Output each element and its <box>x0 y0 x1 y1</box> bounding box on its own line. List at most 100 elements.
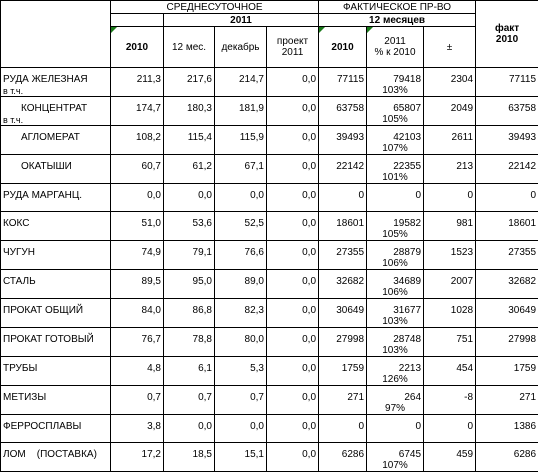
value-cell: 108,2 <box>111 126 164 155</box>
value-cell: 61,2 <box>164 155 215 184</box>
value-cell: 213 <box>424 155 476 184</box>
cell-value: 0 <box>358 190 364 201</box>
cell-value: 0,7 <box>250 392 264 403</box>
cell-percent: 106% <box>369 287 421 298</box>
cell-value: 0,0 <box>302 276 316 287</box>
value-cell: 1759 <box>476 357 538 386</box>
row-name-cell: АГЛОМЕРАТ <box>1 126 111 155</box>
cell-value: 32682 <box>336 276 364 287</box>
cell-value: 211,3 <box>137 74 161 85</box>
cell-value: 0,0 <box>302 161 316 172</box>
cell-value: 0 <box>415 421 421 432</box>
row-name: АГЛОМЕРАТ <box>3 132 80 143</box>
value-cell: 751 <box>424 328 476 357</box>
value-cell: 84,0 <box>111 299 164 328</box>
value-cell: 79,1 <box>164 241 215 270</box>
value-cell: 0,0 <box>267 212 319 241</box>
cell-percent: 103% <box>369 85 421 96</box>
row-name-cell: ФЕРРОСПЛАВЫ <box>1 415 111 443</box>
cell-value: 27998 <box>508 334 536 345</box>
row-name: ЧУГУН <box>3 247 35 258</box>
cell-percent: 101% <box>369 172 421 183</box>
cell-value: 32682 <box>508 276 536 287</box>
row-name-cell: ПРОКАТ ГОТОВЫЙ <box>1 328 111 357</box>
cell-value: 51,0 <box>142 218 161 229</box>
column-header: 12 мес. <box>164 27 215 68</box>
cell-value: 27355 <box>336 247 364 258</box>
cell-value: 751 <box>456 334 473 345</box>
value-cell: 0 <box>424 415 476 443</box>
value-cell: 27355 <box>476 241 538 270</box>
cell-value: 65807 <box>393 103 421 114</box>
row-name: МЕТИЗЫ <box>3 392 46 403</box>
value-cell: 0 <box>319 184 367 212</box>
value-cell: 0 <box>424 184 476 212</box>
value-cell: 6,1 <box>164 357 215 386</box>
cell-value: 108,2 <box>136 132 161 143</box>
cell-value: 63758 <box>508 103 536 114</box>
value-cell: 271 <box>476 386 538 415</box>
value-cell: 0,0 <box>267 68 319 97</box>
row-name: ОКАТЫШИ <box>3 161 72 172</box>
value-cell: 0,0 <box>267 241 319 270</box>
value-cell: 6286 <box>476 443 538 472</box>
value-cell: 0,0 <box>267 415 319 443</box>
value-cell: 459 <box>424 443 476 472</box>
value-cell: 0,0 <box>267 126 319 155</box>
cell-value: 6286 <box>514 449 536 460</box>
cell-value: 2049 <box>451 103 473 114</box>
cell-value: 18,5 <box>193 449 212 460</box>
value-cell: 211,3 <box>111 68 164 97</box>
cell-value: 4,8 <box>147 363 161 374</box>
cell-value: 0,7 <box>147 392 161 403</box>
row-name: ФЕРРОСПЛАВЫ <box>3 421 81 432</box>
cell-value: 42103 <box>393 132 421 143</box>
cell-value: 264 <box>404 392 421 403</box>
cell-value: 0,0 <box>302 190 316 201</box>
value-cell: 89,5 <box>111 270 164 299</box>
cell-value: 0,0 <box>302 421 316 432</box>
value-cell: 22142 <box>319 155 367 184</box>
cell-percent: 103% <box>369 316 421 327</box>
row-name-cell: ОКАТЫШИ <box>1 155 111 184</box>
cell-value: 17,2 <box>142 449 161 460</box>
row-name: РУДА ЖЕЛЕЗНАЯ <box>3 74 88 85</box>
value-cell: 454 <box>424 357 476 386</box>
cell-value: 22142 <box>508 161 536 172</box>
cell-value: 89,5 <box>142 276 161 287</box>
value-cell: 51,0 <box>111 212 164 241</box>
value-cell: 0,0 <box>215 415 267 443</box>
corner-cell <box>1 1 111 68</box>
cell-value: 2213 <box>399 363 421 374</box>
group-header: СРЕДНЕСУТОЧНОЕ <box>111 1 319 14</box>
value-cell: 0 <box>319 415 367 443</box>
cell-value: 22355 <box>393 161 421 172</box>
value-cell: 0,0 <box>267 299 319 328</box>
cell-value: 454 <box>456 363 473 374</box>
value-cell: 0,0 <box>111 184 164 212</box>
cell-value: 60,7 <box>142 161 161 172</box>
value-cell: 2049 <box>424 97 476 126</box>
cell-value: 15,1 <box>245 449 264 460</box>
value-cell: 0 <box>367 415 424 443</box>
cell-value: 0 <box>358 421 364 432</box>
cell-value: 30649 <box>508 305 536 316</box>
value-cell: 39493 <box>319 126 367 155</box>
value-cell: 52,5 <box>215 212 267 241</box>
row-name-cell: СТАЛЬ <box>1 270 111 299</box>
cell-percent: 106% <box>369 258 421 269</box>
value-cell: 0,0 <box>267 443 319 472</box>
value-cell: 174,7 <box>111 97 164 126</box>
value-cell: 27998 <box>319 328 367 357</box>
cell-value: 0,0 <box>302 363 316 374</box>
cell-value: 63758 <box>336 103 364 114</box>
